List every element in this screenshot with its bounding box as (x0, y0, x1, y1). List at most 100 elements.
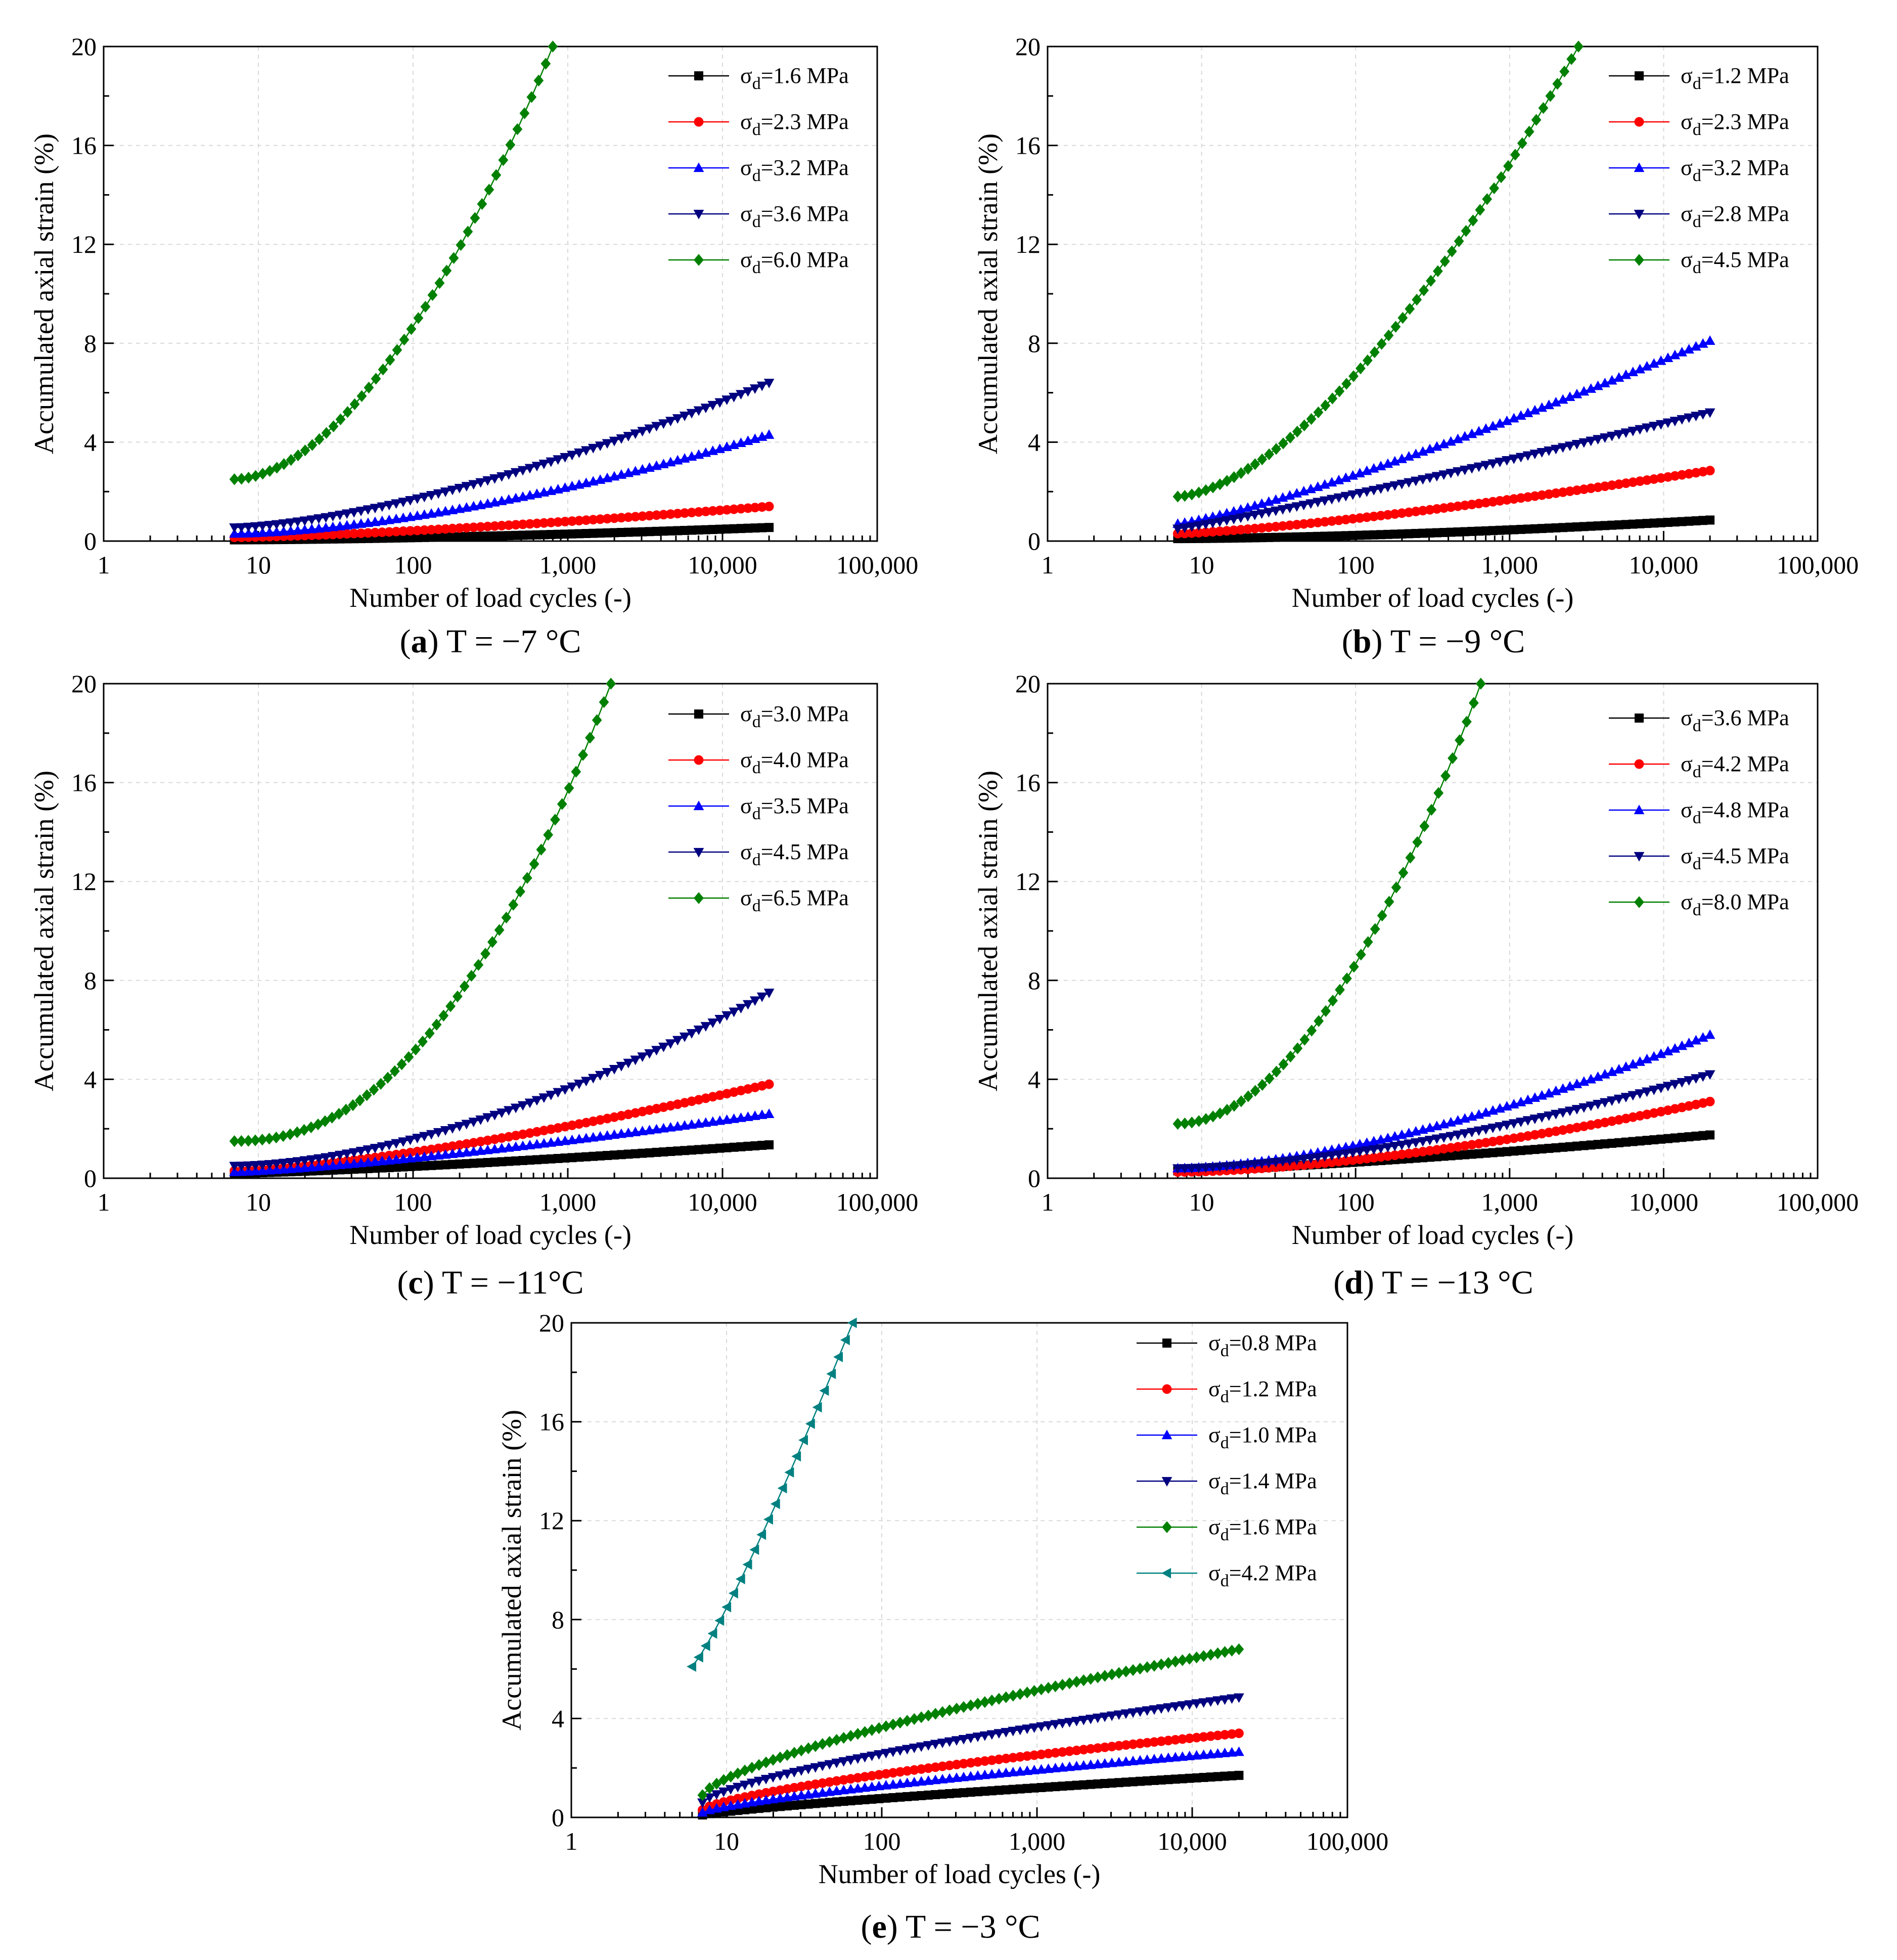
data-point (503, 1106, 514, 1116)
y-tick-label: 20 (71, 32, 97, 61)
data-point (1228, 1162, 1239, 1172)
data-point (412, 525, 422, 536)
data-point (438, 1009, 449, 1022)
data-point (411, 1043, 421, 1056)
legend-marker (1161, 1430, 1172, 1440)
y-tick-label: 8 (1028, 329, 1041, 358)
data-point (1306, 1024, 1317, 1037)
data-point (838, 1785, 849, 1795)
data-point (1600, 521, 1610, 530)
data-point (1606, 1096, 1617, 1106)
data-point (1156, 1736, 1166, 1746)
data-point (1191, 1699, 1202, 1709)
data-point (1481, 498, 1491, 508)
data-point (567, 1153, 577, 1163)
data-point (1114, 1741, 1124, 1751)
data-point (1205, 1697, 1216, 1707)
data-point (1249, 511, 1260, 520)
series-4 (229, 989, 775, 1172)
x-tick-label: 10 (246, 1188, 271, 1216)
data-point (1029, 1783, 1039, 1793)
data-point (659, 1147, 668, 1156)
data-point (1335, 984, 1345, 996)
data-point (902, 1792, 912, 1801)
data-point (1306, 413, 1317, 425)
data-point (1299, 1160, 1309, 1170)
data-point (1156, 1753, 1167, 1763)
data-point (1431, 1134, 1442, 1144)
data-point (1446, 1151, 1456, 1161)
data-point (1684, 469, 1694, 479)
data-point (1214, 1163, 1225, 1173)
data-point (546, 1154, 556, 1164)
data-point (1669, 349, 1681, 360)
data-point (334, 510, 345, 520)
y-tick-label: 12 (71, 867, 97, 896)
data-point (697, 1789, 708, 1801)
y-tick-label: 8 (552, 1606, 564, 1634)
data-point (328, 512, 338, 522)
data-point (1495, 525, 1505, 535)
data-point (973, 1757, 983, 1767)
data-point (1250, 523, 1260, 533)
data-point (832, 1776, 842, 1786)
data-point (902, 1766, 912, 1776)
data-point (1180, 489, 1190, 502)
legend-label: σd=1.6 MPa (740, 63, 849, 93)
data-point (1368, 485, 1379, 496)
data-point (732, 1783, 743, 1793)
data-point (1184, 1750, 1195, 1760)
data-point (1093, 1743, 1103, 1753)
data-point (1193, 521, 1204, 531)
data-point (739, 1780, 750, 1791)
data-point (1071, 1676, 1082, 1688)
data-point (1342, 972, 1352, 985)
data-point (321, 1153, 331, 1163)
legend-entry: σd=0.8 MPa (1137, 1330, 1317, 1360)
data-point (930, 1762, 940, 1772)
data-point (986, 1694, 997, 1707)
data-point (299, 516, 310, 526)
data-point (1648, 422, 1659, 431)
x-tick-label: 100,000 (1777, 1188, 1859, 1216)
data-point (1552, 78, 1563, 90)
data-point (1121, 1665, 1131, 1678)
data-point (1022, 1751, 1032, 1761)
data-point (923, 1763, 933, 1773)
data-point (1142, 1738, 1152, 1748)
data-point (1015, 1766, 1026, 1776)
data-point (1691, 1074, 1701, 1084)
data-point (1264, 1073, 1275, 1085)
data-point (489, 1143, 500, 1153)
data-point (1192, 1773, 1201, 1783)
data-point (1106, 1757, 1117, 1767)
data-point (1459, 465, 1470, 475)
data-point (1578, 1076, 1590, 1086)
data-point (538, 459, 550, 469)
data-point (1298, 501, 1309, 511)
data-point (589, 528, 598, 538)
data-point (1180, 528, 1190, 539)
data-point (1495, 1122, 1505, 1132)
data-point (1250, 458, 1260, 470)
data-point (229, 528, 240, 538)
data-point (1648, 1051, 1659, 1061)
data-point (405, 526, 415, 536)
data-point (433, 524, 443, 534)
data-point (1495, 496, 1505, 506)
data-point (1285, 1161, 1295, 1171)
data-point (1620, 428, 1632, 438)
data-point (546, 517, 556, 527)
data-point (768, 1787, 778, 1797)
data-point (384, 527, 394, 537)
data-point (1320, 399, 1331, 412)
data-point (1655, 355, 1666, 365)
data-point (901, 1745, 913, 1755)
data-point (644, 1049, 655, 1059)
data-point (405, 1147, 415, 1157)
data-point (901, 1777, 913, 1788)
data-point (1156, 1775, 1166, 1785)
data-point (405, 496, 416, 506)
data-point (937, 1773, 948, 1784)
data-point (1662, 1082, 1674, 1092)
